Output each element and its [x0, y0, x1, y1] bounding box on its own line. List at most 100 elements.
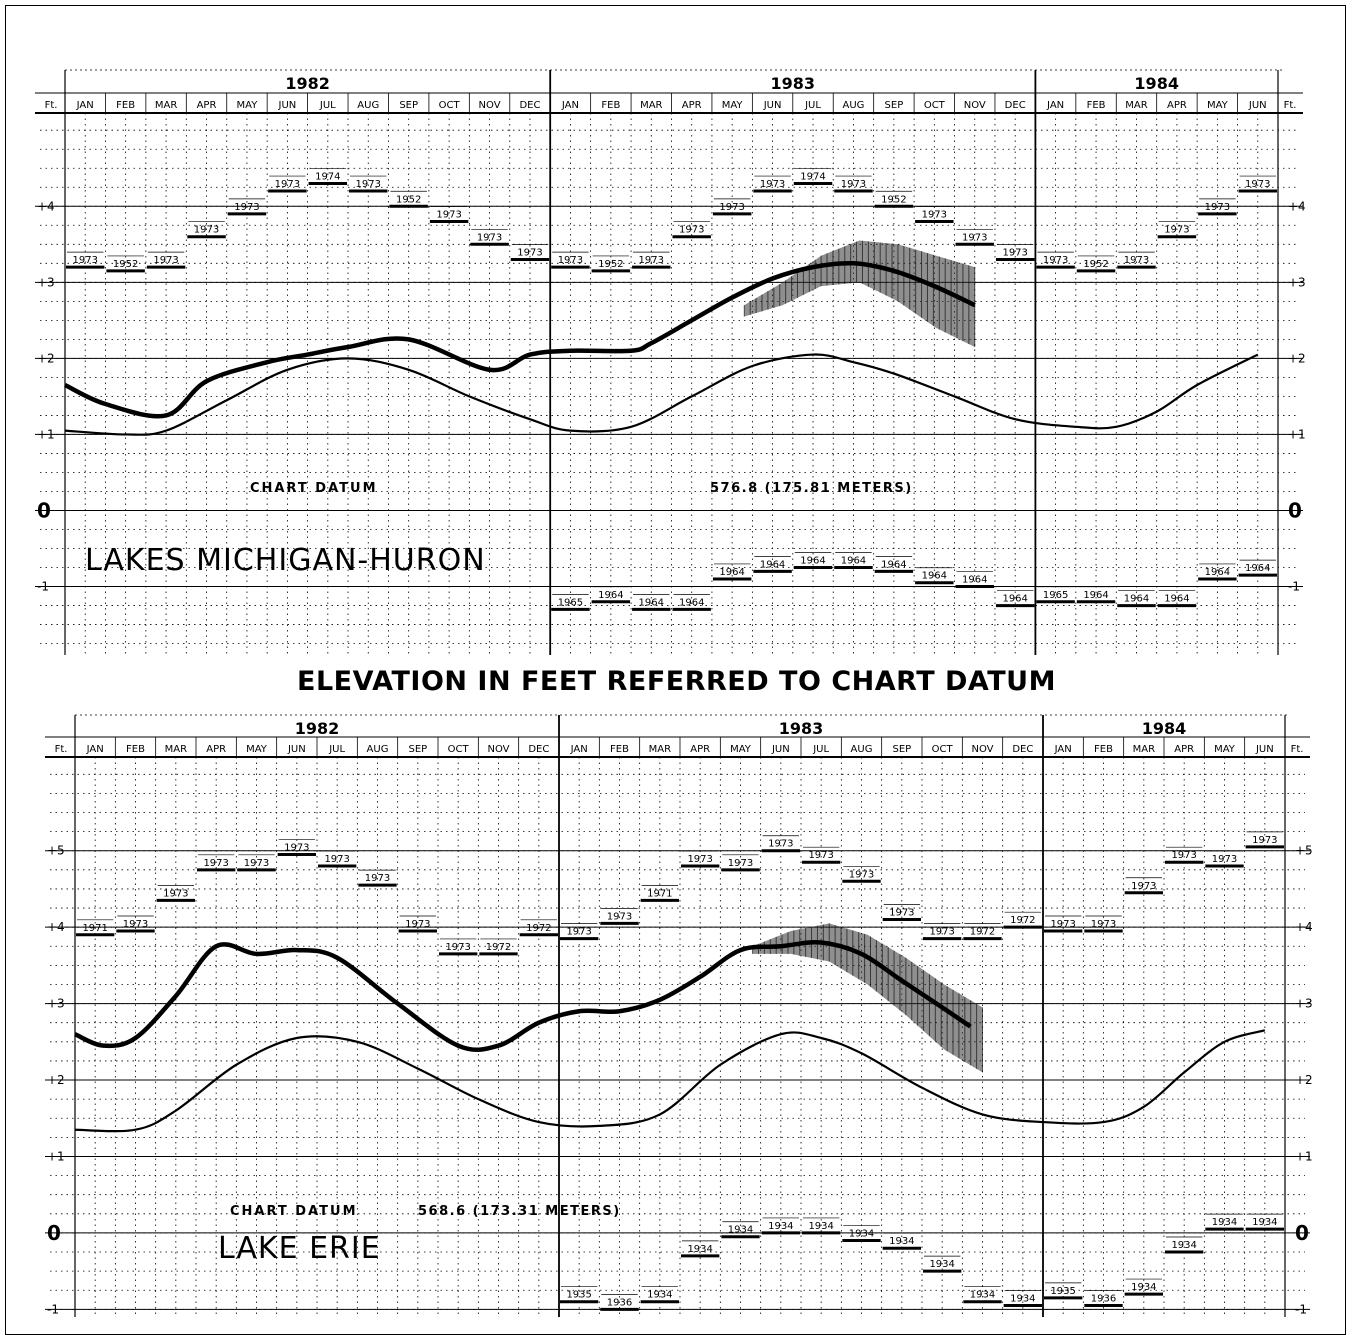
michigan-huron-ytick-right: +4	[1288, 199, 1306, 213]
erie-record-max-year: 1973	[445, 942, 470, 953]
michigan-huron-record-max-year: 1952	[113, 259, 138, 270]
erie-record-max-year: 1973	[1171, 850, 1196, 861]
michigan-huron-record-min-year: 1964	[962, 575, 987, 586]
erie-lake-title: LAKE ERIE	[218, 1231, 381, 1266]
michigan-huron-record-min-year: 1964	[841, 556, 866, 567]
erie-month-label: MAR	[649, 744, 671, 755]
michigan-huron-record-min-year: 1964	[1002, 594, 1027, 605]
erie-month-label: OCT	[448, 744, 470, 755]
erie-record-min-year: 1934	[728, 1225, 753, 1236]
erie-ytick-right: +2	[1295, 1073, 1313, 1087]
erie-month-label: JUL	[812, 744, 829, 755]
erie-month-label: MAY	[730, 744, 752, 755]
michigan-huron-record-max-year: 1952	[1083, 259, 1108, 270]
erie-ytick-left: -1	[47, 1302, 59, 1316]
erie-record-min-year: 1934	[970, 1290, 995, 1301]
michigan-huron-unit-right: Ft.	[1284, 100, 1297, 111]
michigan-huron-record-max-year: 1973	[234, 202, 259, 213]
michigan-huron-month-label: JUN	[1248, 100, 1267, 111]
erie-record-min-year: 1934	[849, 1229, 874, 1240]
erie-month-label: FEB	[1094, 744, 1113, 755]
erie-record-max-year: 1972	[1010, 915, 1035, 926]
erie-year-label-1983: 1983	[779, 719, 824, 738]
michigan-huron-record-max-year: 1974	[315, 171, 340, 182]
michigan-huron-month-label: SEP	[399, 100, 418, 111]
michigan-huron-unit-left: Ft.	[45, 100, 58, 111]
erie-record-max-year: 1973	[687, 854, 712, 865]
erie-record-min-year: 1934	[768, 1221, 793, 1232]
erie-record-max-year: 1973	[929, 927, 954, 938]
michigan-huron-month-label: FEB	[1087, 100, 1106, 111]
erie-month-label: JAN	[570, 744, 588, 755]
erie-month-label: APR	[206, 744, 226, 755]
michigan-huron-year-label-1983: 1983	[771, 74, 816, 93]
michigan-huron-ytick-left: +2	[37, 351, 55, 365]
erie-record-min-year: 1936	[607, 1297, 632, 1308]
erie-record-max-year: 1973	[607, 911, 632, 922]
erie-month-label: JUL	[328, 744, 345, 755]
erie-record-min-year: 1934	[1212, 1217, 1237, 1228]
erie-ytick-left: +2	[47, 1073, 65, 1087]
michigan-huron-record-max-year: 1973	[517, 248, 542, 259]
michigan-huron-ytick-left: 0	[37, 498, 51, 522]
michigan-huron-month-label: FEB	[601, 100, 620, 111]
erie-month-label: MAY	[1214, 744, 1236, 755]
michigan-huron-record-min-year: 1964	[1245, 563, 1270, 574]
erie-record-min-year: 1934	[1131, 1282, 1156, 1293]
erie-record-max-year: 1973	[1091, 919, 1116, 930]
erie-record-max-year: 1973	[1050, 919, 1075, 930]
erie-year-label-1984: 1984	[1142, 719, 1187, 738]
michigan-huron-record-max-year: 1973	[194, 225, 219, 236]
michigan-huron-record-max-year: 1973	[153, 255, 178, 266]
erie-month-label: JUN	[287, 744, 306, 755]
michigan-huron-record-min-year: 1964	[1124, 594, 1149, 605]
erie-long-term-average-line	[75, 1030, 1265, 1131]
michigan-huron-record-min-year: 1964	[639, 597, 664, 608]
michigan-huron-month-label: DEC	[1005, 100, 1026, 111]
michigan-huron-ytick-right: -1	[1288, 580, 1300, 594]
erie-ytick-right: +3	[1295, 997, 1313, 1011]
michigan-huron-month-label: MAR	[640, 100, 662, 111]
michigan-huron-month-label: SEP	[885, 100, 904, 111]
erie-record-min-year: 1934	[1010, 1294, 1035, 1305]
erie-ytick-left: +1	[47, 1149, 65, 1163]
michigan-huron-month-label: NOV	[479, 100, 501, 111]
michigan-huron-record-max-year: 1973	[356, 179, 381, 190]
erie-record-min-year: 1934	[889, 1236, 914, 1247]
erie-record-max-year: 1973	[365, 873, 390, 884]
michigan-huron-month-label: JUN	[763, 100, 782, 111]
michigan-huron-ytick-left: +1	[37, 427, 55, 441]
michigan-huron-record-max-year: 1952	[396, 194, 421, 205]
michigan-huron-record-min-year: 1964	[1164, 594, 1189, 605]
erie-month-label: OCT	[932, 744, 954, 755]
michigan-huron-month-label: JUN	[278, 100, 297, 111]
erie-datum-label: CHART DATUM	[230, 1204, 358, 1219]
michigan-huron-record-min-year: 1964	[760, 559, 785, 570]
michigan-huron-record-max-year: 1973	[1205, 202, 1230, 213]
michigan-huron-record-max-year: 1973	[1164, 225, 1189, 236]
michigan-huron-ytick-left: +4	[37, 199, 55, 213]
michigan-huron-month-label: OCT	[924, 100, 946, 111]
michigan-huron-month-label: FEB	[116, 100, 135, 111]
michigan-huron-record-min-year: 1964	[800, 556, 825, 567]
michigan-huron-record-min-year: 1964	[719, 567, 744, 578]
michigan-huron-record-min-year: 1965	[558, 597, 583, 608]
erie-record-max-year: 1973	[566, 927, 591, 938]
michigan-huron-month-label: AUG	[842, 100, 864, 111]
erie-record-max-year: 1973	[1212, 854, 1237, 865]
michigan-huron-lake-title: LAKES MICHIGAN-HURON	[85, 543, 486, 578]
michigan-huron-record-max-year: 1973	[275, 179, 300, 190]
michigan-huron-month-label: JAN	[561, 100, 579, 111]
erie-month-label: FEB	[610, 744, 629, 755]
michigan-huron-record-min-year: 1964	[598, 590, 623, 601]
erie-unit-left: Ft.	[55, 744, 68, 755]
erie-record-max-year: 1973	[768, 839, 793, 850]
michigan-huron-record-max-year: 1973	[679, 225, 704, 236]
erie-record-max-year: 1973	[244, 858, 269, 869]
michigan-huron-datum-value: 576.8 (175.81 METERS)	[710, 481, 913, 496]
erie-record-min-year: 1934	[929, 1259, 954, 1270]
michigan-huron-ytick-right: +3	[1288, 275, 1306, 289]
erie-ytick-left: +4	[47, 920, 65, 934]
erie-month-label: DEC	[528, 744, 549, 755]
michigan-huron-ytick-left: -1	[37, 580, 49, 594]
